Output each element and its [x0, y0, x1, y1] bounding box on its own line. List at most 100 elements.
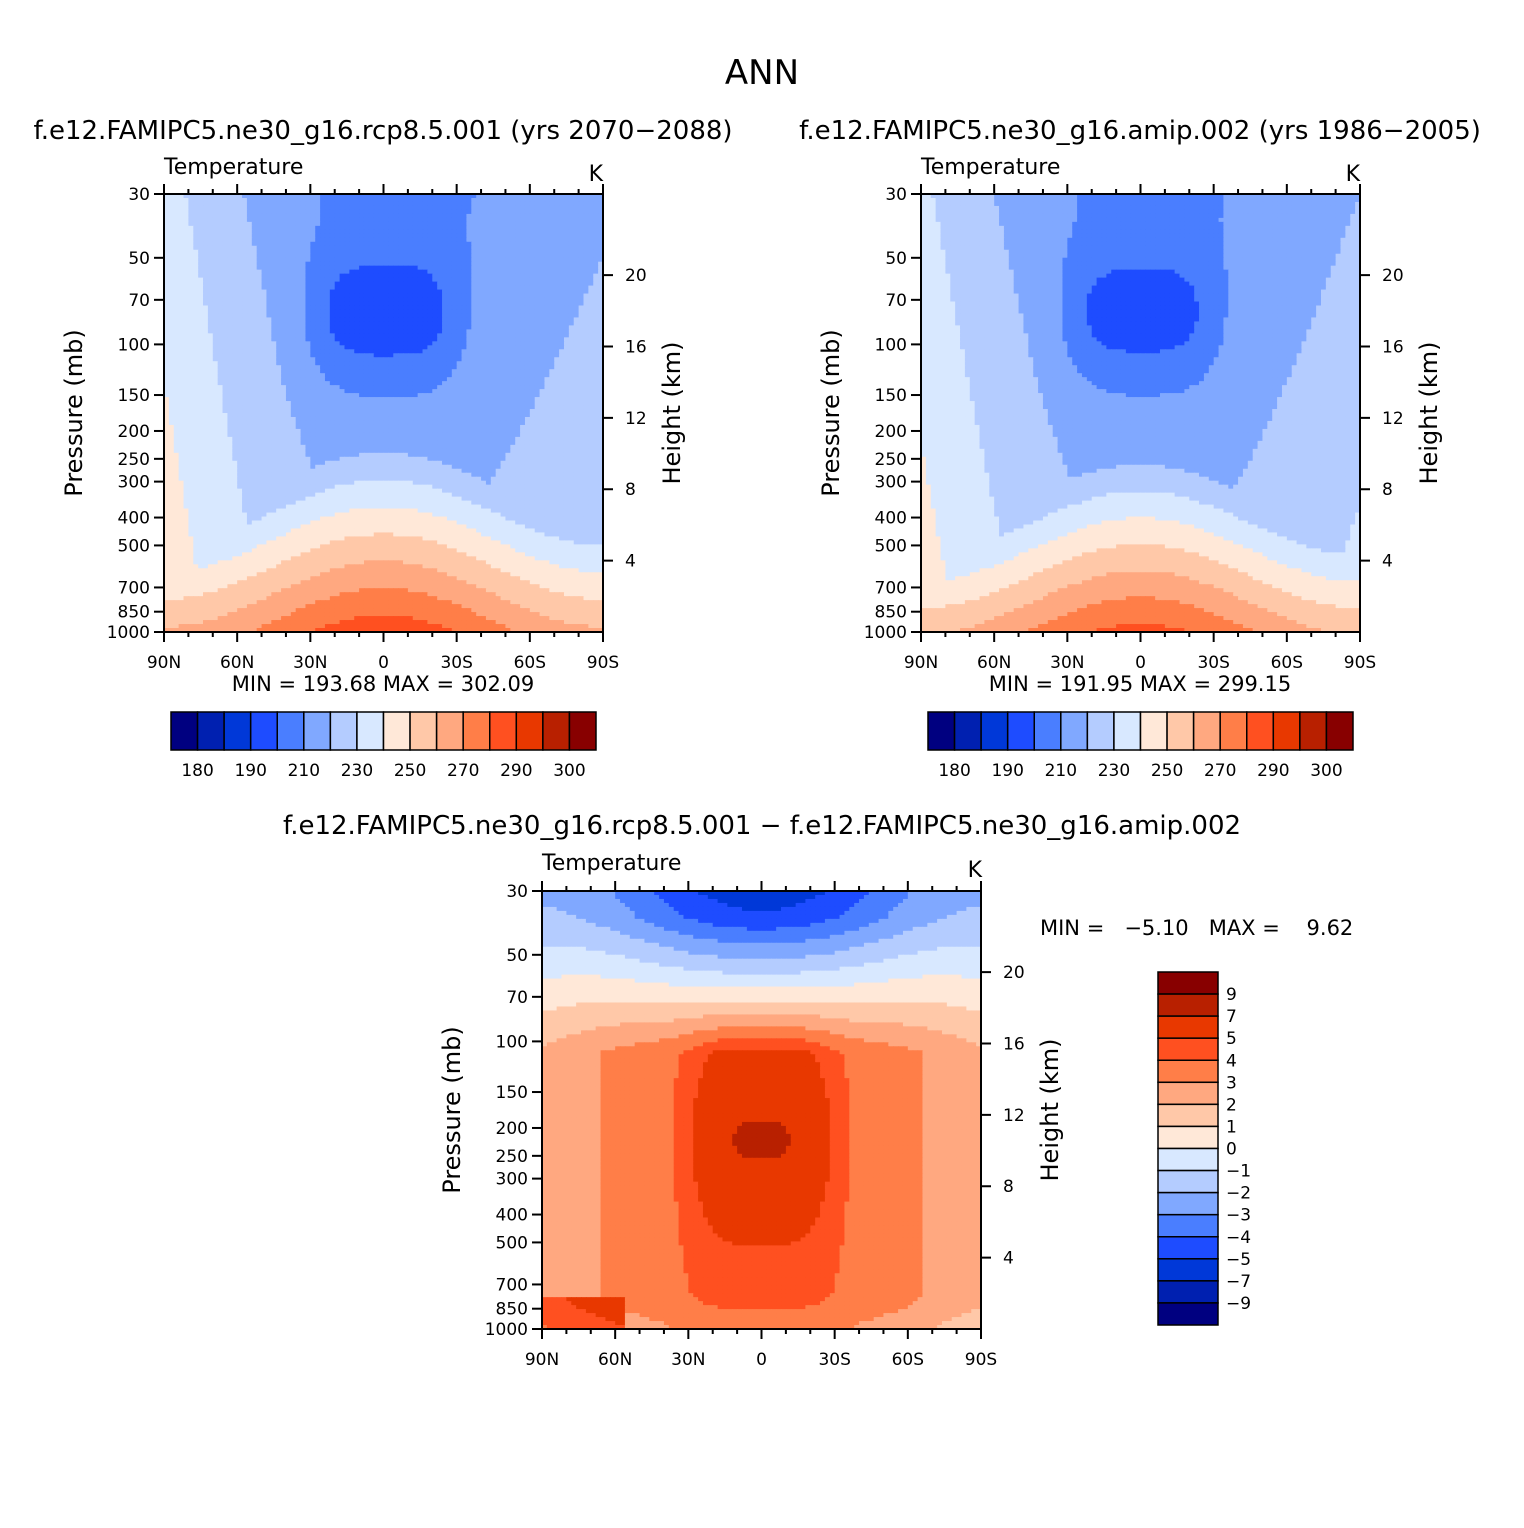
contour-cell [593, 397, 599, 402]
contour-cell [276, 289, 282, 295]
contour-cell [329, 341, 336, 346]
contour-cell [578, 209, 585, 215]
contour-cell [422, 341, 428, 346]
contour-cell [164, 341, 170, 346]
contour-cell [300, 233, 307, 239]
contour-cell [315, 269, 321, 275]
contour-cell [549, 329, 555, 334]
contour-cell [593, 357, 599, 362]
contour-cell [344, 345, 350, 350]
contour-cell [505, 293, 511, 299]
contour-cell [568, 305, 575, 311]
contour-cell [588, 401, 594, 406]
contour-cell [242, 321, 248, 326]
contour-cell [417, 197, 424, 203]
contour-cell [529, 361, 536, 366]
contour-cell [559, 405, 565, 410]
contour-cell [476, 329, 482, 334]
contour-cell [598, 325, 603, 330]
contour-cell [388, 381, 394, 386]
contour-cell [227, 194, 233, 199]
contour-cell [534, 329, 541, 334]
contour-cell [300, 389, 307, 394]
contour-cell [505, 381, 511, 386]
contour-cell [432, 301, 438, 307]
contour-cell [198, 369, 204, 374]
contour-cell [305, 397, 311, 402]
contour-cell [281, 397, 287, 402]
contour-cell [534, 401, 541, 406]
contour-cell [285, 273, 292, 279]
contour-cell [320, 381, 326, 386]
contour-cell [539, 317, 546, 323]
contour-cell [588, 194, 594, 199]
contour-cell [403, 277, 409, 283]
contour-cell [549, 393, 555, 398]
contour-cell [432, 337, 438, 342]
contour-cell [417, 269, 424, 275]
contour-cell [232, 194, 238, 199]
contour-cell [563, 245, 570, 251]
contour-cell [246, 385, 253, 390]
contour-cell [324, 205, 331, 211]
contour-cell [490, 369, 497, 374]
contour-cell [285, 293, 292, 299]
contour-cell [563, 194, 570, 199]
contour-cell [251, 293, 258, 299]
contour-cell [403, 225, 409, 231]
contour-cell [412, 269, 419, 275]
contour-cell [524, 349, 531, 354]
contour-cell [573, 365, 580, 370]
contour-cell [403, 213, 409, 219]
contour-cell [363, 265, 370, 271]
contour-cell [251, 241, 258, 247]
contour-cell [598, 401, 603, 406]
contour-cell [237, 361, 243, 366]
contour-cell [598, 249, 603, 255]
contour-cell [598, 273, 603, 279]
contour-cell [485, 345, 492, 350]
contour-cell [578, 333, 585, 338]
contour-cell [403, 205, 409, 211]
contour-cell [422, 289, 428, 295]
contour-cell [573, 361, 580, 366]
contour-cell [500, 345, 507, 350]
contour-cell [281, 325, 287, 330]
contour-cell [217, 309, 224, 315]
contour-cell [378, 229, 385, 235]
contour-cell [276, 389, 282, 394]
contour-cell [500, 205, 507, 211]
contour-cell [251, 197, 258, 203]
contour-cell [271, 381, 277, 386]
contour-cell [437, 261, 443, 267]
contour-cell [378, 345, 385, 350]
contour-cell [305, 385, 311, 390]
contour-cell [398, 349, 404, 354]
contour-cell [320, 365, 326, 370]
contour-cell [354, 317, 360, 323]
contour-cell [198, 269, 204, 275]
contour-cell [344, 357, 350, 362]
contour-cell [188, 357, 194, 362]
contour-cell [398, 365, 404, 370]
contour-cell [442, 217, 448, 223]
contour-cell [164, 257, 170, 263]
contour-cell [568, 381, 575, 386]
contour-cell [212, 253, 219, 259]
contour-cell [539, 389, 546, 394]
contour-cell [500, 329, 507, 334]
contour-cell [393, 269, 399, 275]
contour-cell [217, 313, 224, 319]
contour-cell [373, 309, 380, 315]
contour-cell [476, 257, 482, 263]
contour-cell [407, 321, 414, 326]
contour-cell [588, 201, 594, 207]
contour-cell [339, 217, 346, 223]
contour-cell [359, 194, 365, 199]
contour-cell [203, 349, 209, 354]
contour-cell [403, 389, 409, 394]
contour-cell [388, 257, 394, 263]
contour-cell [222, 197, 229, 203]
contour-cell [583, 325, 589, 330]
contour-cell [320, 293, 326, 299]
